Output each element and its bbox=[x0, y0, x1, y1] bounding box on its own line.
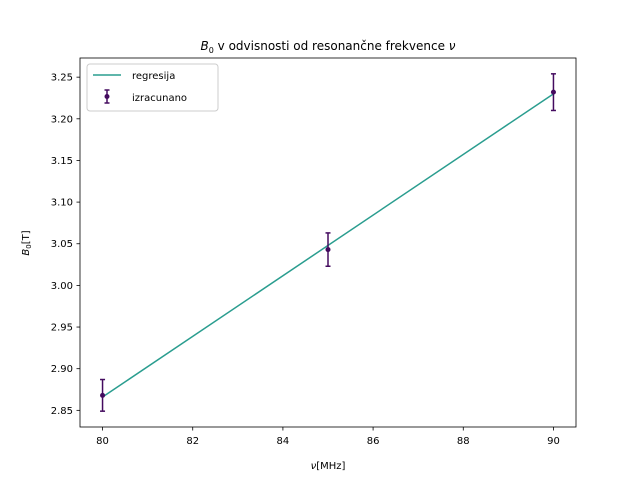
y-tick-label: 3.05 bbox=[51, 239, 73, 250]
x-tick-label: 88 bbox=[457, 436, 470, 447]
y-tick-label: 3.15 bbox=[51, 156, 73, 167]
x-tick-label: 80 bbox=[96, 436, 109, 447]
y-tick-label: 3.20 bbox=[51, 114, 73, 125]
legend: regresija izracunano bbox=[86, 63, 219, 112]
y-tick-label: 3.25 bbox=[51, 73, 73, 84]
plot-area bbox=[100, 73, 556, 412]
legend-label-izracunano: izracunano bbox=[132, 93, 187, 104]
chart-title: B0 v odvisnosti od resonančne frekvence … bbox=[201, 39, 456, 55]
x-tick-label: 86 bbox=[367, 436, 380, 447]
y-tick-label: 2.95 bbox=[51, 323, 73, 334]
x-axis-label: ν[MHz] bbox=[311, 461, 346, 472]
x-tick-label: 84 bbox=[277, 436, 290, 447]
legend-point bbox=[104, 94, 110, 99]
y-tick-label: 3.10 bbox=[51, 198, 73, 209]
data-point bbox=[550, 89, 556, 95]
legend-errorbar-swatch bbox=[104, 89, 110, 104]
y-axis-label: B0[T] bbox=[21, 230, 33, 255]
x-tick-label: 90 bbox=[547, 436, 560, 447]
x-tick-label: 82 bbox=[186, 436, 199, 447]
data-point bbox=[325, 247, 331, 253]
y-tick-label: 2.90 bbox=[51, 364, 73, 375]
y-tick-label: 2.85 bbox=[51, 406, 73, 417]
legend-label-regresija: regresija bbox=[132, 71, 175, 82]
y-tick-label: 3.00 bbox=[51, 281, 73, 292]
data-point bbox=[100, 392, 106, 398]
axes-frame bbox=[79, 57, 577, 428]
y-axis: 2.85 2.90 2.95 3.00 3.05 3.10 3.15 3.20 3.25 bbox=[51, 73, 80, 417]
x-axis: 80 82 84 86 88 90 bbox=[96, 427, 560, 447]
